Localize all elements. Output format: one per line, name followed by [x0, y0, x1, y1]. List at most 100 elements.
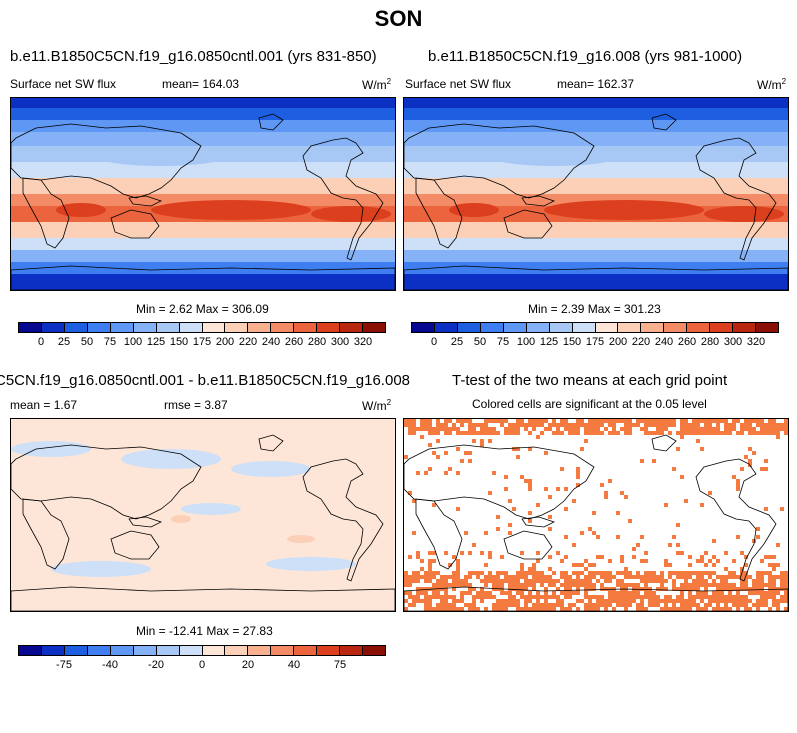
significant-cell [588, 603, 592, 607]
significant-cell [516, 431, 520, 435]
colorbar-label: -75 [56, 659, 72, 671]
significant-cell [536, 575, 540, 579]
significant-cell [420, 599, 424, 603]
colorbar-label: 300 [723, 336, 743, 348]
significant-cell [560, 575, 564, 579]
significant-cell [416, 555, 420, 559]
significant-cell [576, 419, 580, 423]
significant-cell [592, 511, 596, 515]
colorbar-label: 320 [746, 336, 766, 348]
significant-cell [600, 431, 604, 435]
significant-cell [536, 591, 540, 595]
significant-cell [636, 543, 640, 547]
significant-cell [708, 427, 712, 431]
significant-cell [576, 583, 580, 587]
flux-maximum [56, 203, 106, 217]
significant-cell [712, 599, 716, 603]
significant-cell [736, 595, 740, 599]
significant-cell [712, 579, 716, 583]
significant-cell [640, 559, 644, 563]
significant-cell [532, 579, 536, 583]
units-base: W/m [757, 78, 782, 92]
colorbar-swatch [270, 646, 294, 655]
significant-cell [688, 603, 692, 607]
significant-cell [636, 583, 640, 587]
significant-cell [532, 603, 536, 607]
significant-cell [580, 583, 584, 587]
significant-cell [660, 419, 664, 423]
significant-cell [780, 423, 784, 427]
significant-cell [500, 555, 504, 559]
significant-cell [496, 527, 500, 531]
diff-positive-region [171, 515, 191, 523]
significant-cell [536, 559, 540, 563]
flux-band [404, 222, 788, 238]
significant-cell [764, 571, 768, 575]
significant-cell [656, 603, 660, 607]
flux-band [404, 250, 788, 262]
significant-cell [560, 419, 564, 423]
significant-cell [596, 555, 600, 559]
significant-cell [732, 595, 736, 599]
significant-cell [584, 603, 588, 607]
significant-cell [540, 595, 544, 599]
significant-cell [584, 559, 588, 563]
significant-cell [576, 575, 580, 579]
significant-cell [768, 571, 772, 575]
flux-band [11, 98, 395, 108]
significant-cell [632, 591, 636, 595]
significant-cell [412, 427, 416, 431]
significant-cell [736, 419, 740, 423]
significant-cell [616, 419, 620, 423]
colorbar-swatch [19, 646, 41, 655]
significant-cell [528, 483, 532, 487]
significant-cell [488, 491, 492, 495]
significant-cell [676, 523, 680, 527]
significant-cell [744, 455, 748, 459]
significant-cell [452, 587, 456, 591]
significant-cell [700, 595, 704, 599]
significant-cell [592, 427, 596, 431]
significant-cell [748, 427, 752, 431]
significant-cell [468, 603, 472, 607]
significant-cell [712, 419, 716, 423]
significant-cell [716, 599, 720, 603]
significant-cell [760, 583, 764, 587]
significant-cell [424, 423, 428, 427]
significant-cell [444, 451, 448, 455]
significant-cell [508, 595, 512, 599]
significant-cell [424, 579, 428, 583]
significant-cell [528, 447, 532, 451]
significant-cell [436, 603, 440, 607]
significant-cell [488, 579, 492, 583]
significant-cell [780, 579, 784, 583]
significant-cell [656, 599, 660, 603]
significant-cell [708, 571, 712, 575]
significant-cell [508, 603, 512, 607]
significant-cell [768, 563, 772, 567]
colorbar-label: 50 [80, 336, 94, 348]
significant-cell [644, 591, 648, 595]
colorbar-swatch [663, 323, 687, 332]
significant-cell [492, 575, 496, 579]
significant-cell [736, 483, 740, 487]
significant-cell [428, 599, 432, 603]
significant-cell [592, 603, 596, 607]
significant-cell [740, 603, 744, 607]
significant-cell [456, 471, 460, 475]
significant-cell [652, 599, 656, 603]
significant-cell [564, 507, 568, 511]
significant-cell [536, 603, 540, 607]
significant-cell [616, 591, 620, 595]
significant-cell [744, 555, 748, 559]
flux-cloudy-region [101, 150, 221, 166]
significant-cell [492, 595, 496, 599]
significant-cell [628, 599, 632, 603]
significant-cell [560, 607, 564, 611]
significant-cell [612, 427, 616, 431]
significant-cell [704, 603, 708, 607]
significant-cell [528, 431, 532, 435]
significant-cell [568, 579, 572, 583]
significant-cell [740, 551, 744, 555]
significant-cell [488, 591, 492, 595]
